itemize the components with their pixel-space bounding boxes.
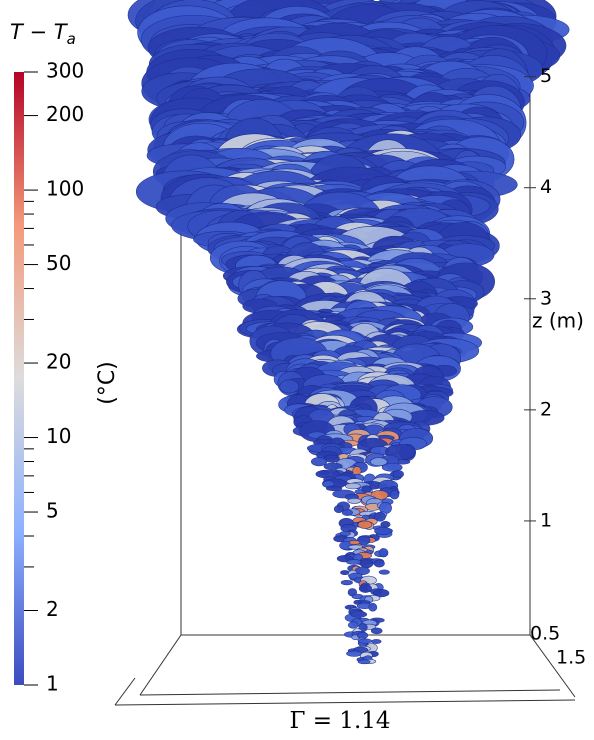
- depth-label: 1.5: [556, 647, 586, 669]
- caption: Γ = 1.14: [289, 708, 390, 734]
- plume-blob: [341, 509, 353, 516]
- plume-blob: [359, 558, 374, 569]
- z-tick-label: 2: [540, 398, 552, 420]
- colorbar-tick-label: 2: [46, 597, 59, 621]
- colorbar-tick-label: 100: [46, 177, 84, 201]
- z-tick-label: 5: [540, 65, 552, 87]
- plume-blob: [381, 463, 403, 472]
- plume-blob: [340, 579, 353, 586]
- colorbar-tick-label: 1: [46, 672, 59, 696]
- plume-blob: [378, 569, 390, 575]
- plume-blob: [370, 457, 388, 467]
- plume-blob: [347, 621, 359, 629]
- plume-blob: [371, 639, 382, 644]
- bounding-box: [114, 10, 576, 706]
- plume-blob: [346, 650, 363, 657]
- plume-blob: [374, 526, 392, 536]
- depth-label: 0.5: [530, 623, 560, 645]
- plume-blob: [339, 530, 351, 537]
- plume-blob: [373, 589, 390, 598]
- unit-label: (°C): [95, 361, 120, 405]
- plume-blob: [279, 379, 300, 394]
- z-tick-label: 3: [540, 287, 552, 309]
- plume-blob: [370, 627, 383, 635]
- z-axis-label: z (m): [532, 309, 584, 333]
- plume-blob: [347, 497, 362, 504]
- colorbar-tick-label: 5: [46, 499, 59, 523]
- colorbar: [14, 72, 24, 685]
- plume-blob: [350, 611, 368, 618]
- plume-blob: [357, 659, 371, 665]
- title-main: T − T: [10, 20, 69, 44]
- z-tick-label: 1: [540, 509, 552, 531]
- plume-blob: [358, 584, 372, 593]
- plume-blob: [389, 490, 400, 500]
- plume-blob: [374, 511, 386, 522]
- colorbar-tick-label: 20: [46, 350, 71, 374]
- colorbar-tick-label: 300: [46, 59, 84, 83]
- plume-blob: [310, 457, 328, 467]
- plume-blob: [346, 559, 362, 565]
- plume-blob: [378, 548, 389, 558]
- plume-blob: [392, 470, 404, 479]
- title-subscript: a: [67, 30, 76, 48]
- colorbar-title: T − Ta: [10, 20, 76, 48]
- colorbar-tick-label: 10: [46, 424, 71, 448]
- plume-blob: [333, 505, 344, 514]
- plume-blob: [368, 602, 378, 612]
- plume-render: [127, 0, 570, 665]
- plume-blob: [357, 638, 373, 644]
- colorbar-tick-label: 200: [46, 102, 84, 126]
- z-tick-label: 4: [540, 176, 552, 198]
- plume-blob: [326, 485, 343, 492]
- colorbar-tick-label: 50: [46, 251, 71, 275]
- plume-blob: [373, 559, 385, 568]
- plume-blob: [352, 466, 362, 476]
- plume-blob: [357, 520, 373, 529]
- plume-blob: [356, 631, 369, 639]
- plume-blob: [345, 482, 361, 490]
